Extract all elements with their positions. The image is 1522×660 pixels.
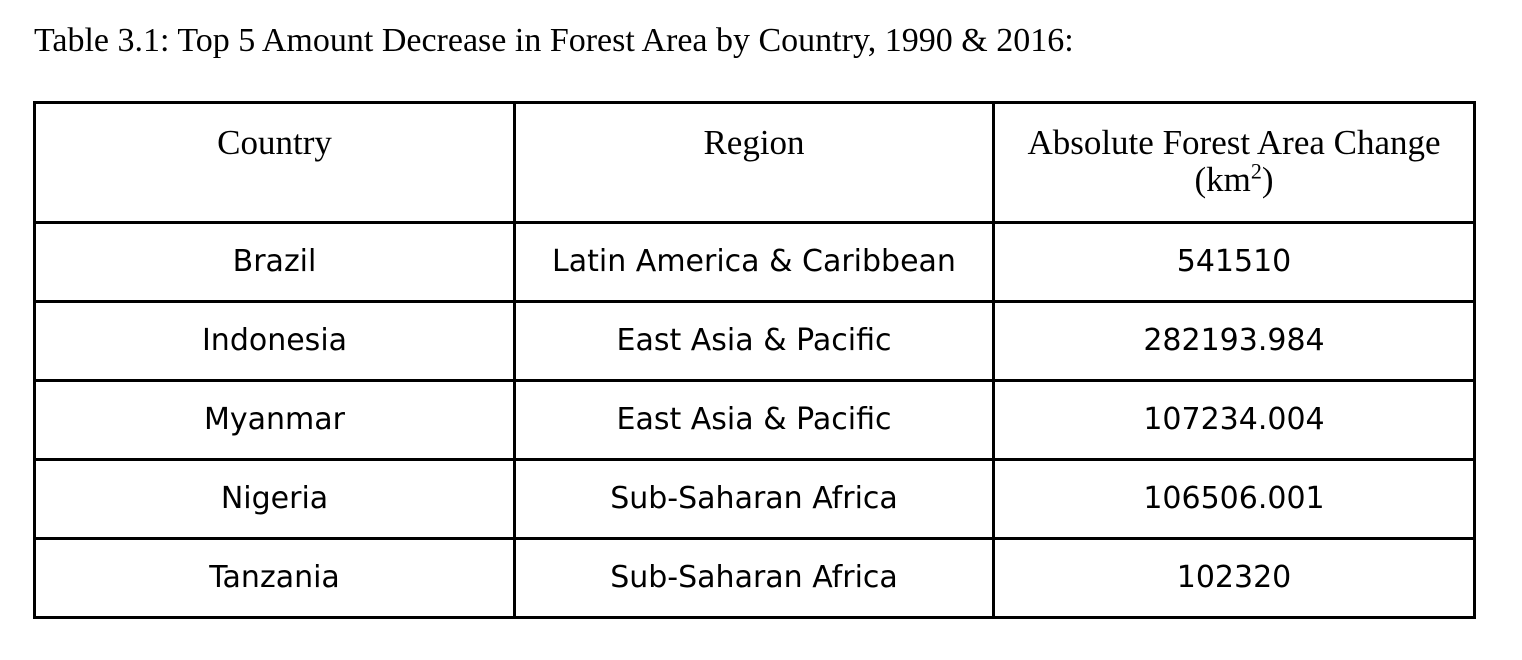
cell-change: 541510 [992,221,1476,303]
cell-change: 282193.984 [992,300,1476,382]
cell-country: Brazil [33,221,516,303]
unit-superscript: 2 [1250,158,1262,184]
table-row: Myanmar East Asia & Pacific 107234.004 [33,379,1476,461]
cell-change: 106506.001 [992,458,1476,540]
header-change-label: Absolute Forest Area Change [1027,123,1441,162]
cell-region: East Asia & Pacific [513,300,995,382]
cell-region: Sub-Saharan Africa [513,537,995,619]
forest-area-table: Country Region Absolute Forest Area Chan… [33,101,1476,619]
cell-region: Latin America & Caribbean [513,221,995,303]
cell-change: 102320 [992,537,1476,619]
cell-region: East Asia & Pacific [513,379,995,461]
table-row: Brazil Latin America & Caribbean 541510 [33,221,1476,303]
unit-open: (km [1194,160,1251,199]
cell-region: Sub-Saharan Africa [513,458,995,540]
table-row: Tanzania Sub-Saharan Africa 102320 [33,537,1476,619]
cell-country: Tanzania [33,537,516,619]
table-header-row: Country Region Absolute Forest Area Chan… [33,101,1476,224]
cell-country: Myanmar [33,379,516,461]
unit-close: ) [1261,160,1274,199]
cell-country: Indonesia [33,300,516,382]
table-row: Nigeria Sub-Saharan Africa 106506.001 [33,458,1476,540]
cell-country: Nigeria [33,458,516,540]
header-forest-area-change: Absolute Forest Area Change (km2) [992,101,1476,224]
table-row: Indonesia East Asia & Pacific 282193.984 [33,300,1476,382]
header-change-unit: (km2) [999,158,1469,199]
header-country: Country [33,101,516,224]
cell-change: 107234.004 [992,379,1476,461]
table-caption: Table 3.1: Top 5 Amount Decrease in Fore… [34,22,1074,59]
header-region: Region [513,101,995,224]
